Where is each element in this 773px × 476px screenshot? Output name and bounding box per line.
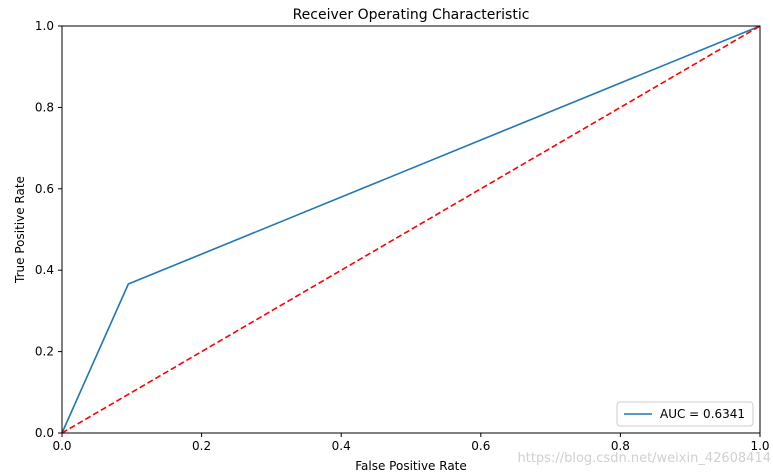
- y-tick-label: 0.2: [35, 345, 54, 359]
- y-axis-label: True Positive Rate: [13, 176, 27, 284]
- x-tick-label: 0.2: [192, 439, 211, 453]
- plot-lines: [61, 25, 761, 434]
- y-tick-label: 0.6: [35, 182, 54, 196]
- watermark: https://blog.csdn.net/weixin_42608414: [517, 451, 771, 466]
- y-tick-label: 0.8: [35, 100, 54, 114]
- y-tick-label: 1.0: [35, 19, 54, 33]
- x-tick-label: 0.0: [52, 439, 71, 453]
- x-tick-label: 0.6: [471, 439, 490, 453]
- y-tick-label: 0.4: [35, 263, 54, 277]
- x-axis-label: False Positive Rate: [355, 459, 467, 473]
- x-tick-label: 0.8: [611, 439, 630, 453]
- legend-box: [616, 401, 754, 427]
- x-axis-ticks: 0.0 0.2 0.4 0.6 0.8 1.0: [52, 433, 770, 453]
- series-line-roc: [61, 25, 761, 434]
- series-line-random-baseline: [61, 25, 761, 434]
- legend: AUC = 0.6341: [616, 401, 754, 427]
- plot-frame: [61, 25, 761, 434]
- y-axis-ticks: 0.0 0.2 0.4 0.6 0.8 1.0: [35, 19, 62, 440]
- legend-label: AUC = 0.6341: [660, 407, 745, 421]
- x-tick-label: 1.0: [750, 439, 769, 453]
- x-tick-label: 0.4: [332, 439, 351, 453]
- chart-title: Receiver Operating Characteristic: [293, 7, 530, 23]
- y-tick-label: 0.0: [35, 426, 54, 440]
